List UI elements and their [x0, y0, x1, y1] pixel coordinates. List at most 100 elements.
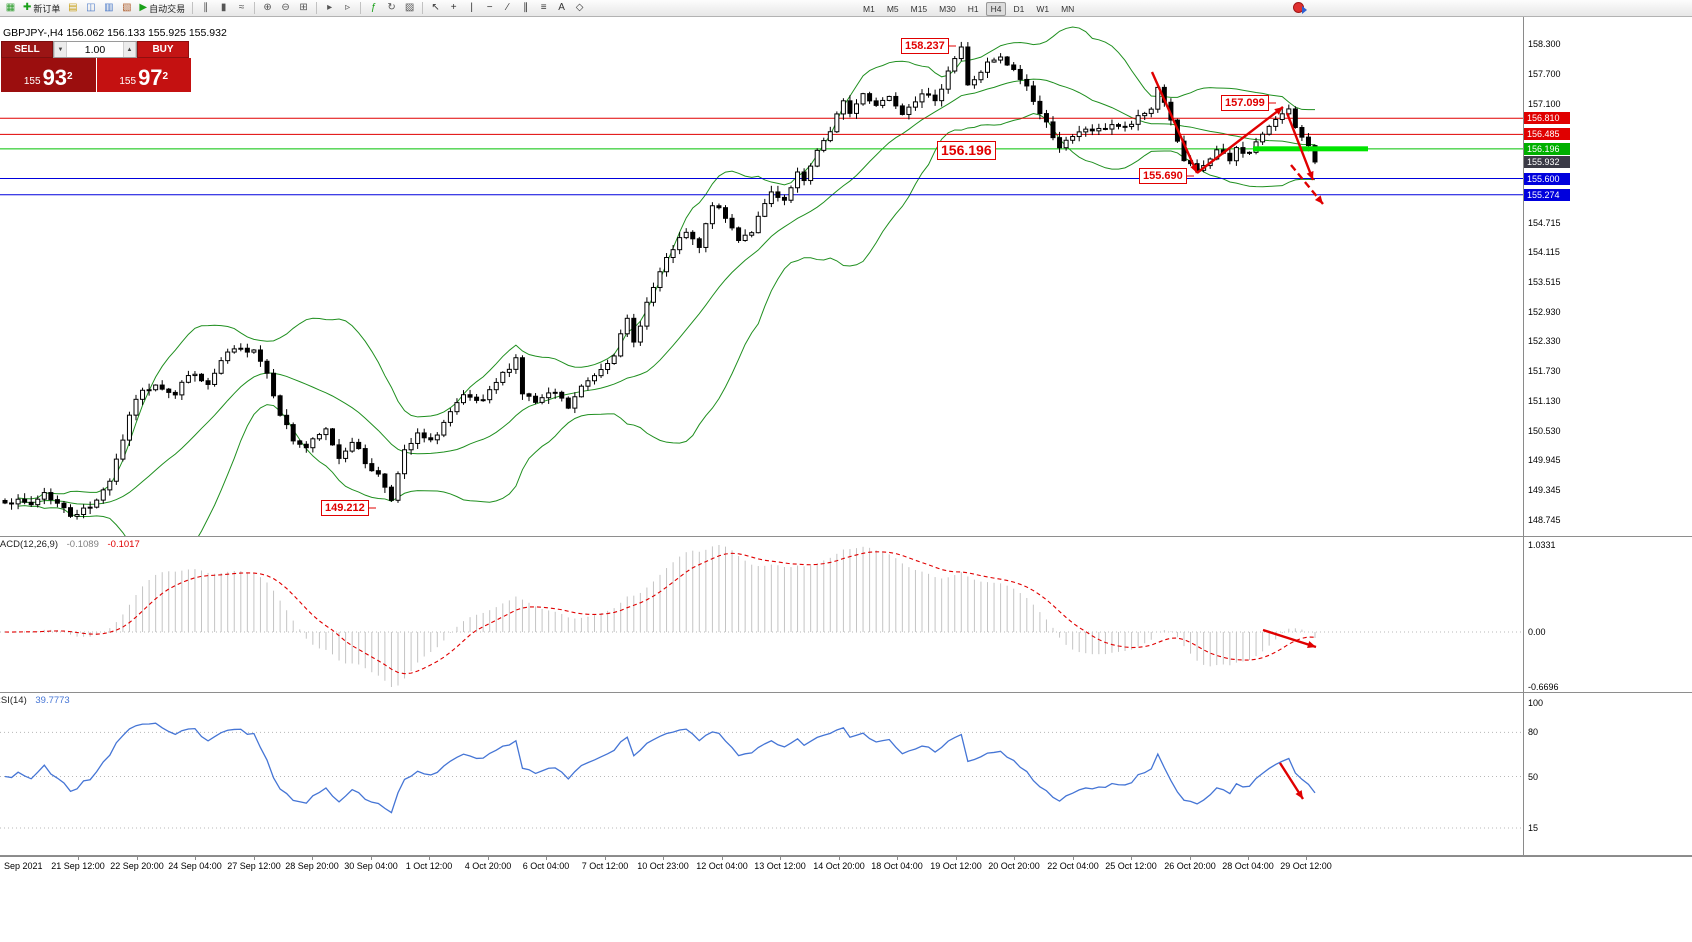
trendline-icon[interactable]: ∕: [499, 1, 516, 16]
new-order-button[interactable]: ✚ 新订单: [20, 1, 63, 16]
sell-price-display[interactable]: 155 93 2: [1, 58, 96, 92]
candlestick-chart-canvas[interactable]: [0, 17, 1692, 537]
time-axis-tick: [1248, 857, 1249, 860]
timeframe-button-m15[interactable]: M15: [906, 2, 933, 16]
trend-arrow[interactable]: [1285, 112, 1315, 181]
price-tick-label: 152.930: [1528, 306, 1561, 317]
horizontal-line-icon[interactable]: −: [481, 1, 498, 16]
macd-name: MACD(12,26,9): [0, 539, 58, 550]
toolbar-separator: [360, 2, 362, 14]
cursor-icon: ↖: [431, 2, 440, 13]
volume-input[interactable]: [67, 42, 123, 57]
time-axis-label: 27 Sep 12:00: [227, 861, 281, 871]
buy-price-pips: 97: [138, 65, 163, 90]
timeframe-button-h4[interactable]: H4: [985, 1, 1007, 16]
notifications-icon[interactable]: [1293, 2, 1315, 15]
indicators-icon[interactable]: ƒ: [365, 1, 382, 16]
trend-arrow[interactable]: [1262, 628, 1317, 649]
price-annotation[interactable]: 156.196: [937, 141, 996, 160]
trend-arrow[interactable]: [1196, 106, 1284, 174]
price-annotation[interactable]: 158.237: [901, 38, 949, 54]
timeframe-button-w1[interactable]: W1: [1031, 2, 1054, 16]
data-window-icon[interactable]: ▥: [100, 1, 117, 16]
buy-price-display[interactable]: 155 97 2: [96, 58, 191, 92]
zoom-out-icon[interactable]: ⊖: [277, 1, 294, 16]
toolbar-separator: [254, 2, 256, 14]
macd-signal-line: [4, 551, 1316, 675]
price-annotation[interactable]: 157.099: [1221, 95, 1269, 111]
price-tick-label: 158.300: [1528, 39, 1561, 49]
cursor-icon[interactable]: ↖: [427, 1, 444, 16]
time-axis-label: 12 Oct 04:00: [696, 861, 748, 871]
text-label-icon[interactable]: A: [553, 1, 570, 16]
bottom-spacer: [0, 874, 1692, 941]
buy-button[interactable]: BUY: [137, 41, 189, 58]
crosshair-icon[interactable]: +: [445, 1, 462, 16]
volume-increase-button[interactable]: ▲: [123, 42, 136, 57]
app-icon[interactable]: ▦: [2, 1, 19, 16]
candlestick-chart-icon[interactable]: ▮: [215, 1, 232, 16]
price-annotation[interactable]: 149.212: [321, 500, 369, 516]
time-axis[interactable]: Sep 2021 21 Sep 12:00 22 Sep 20:00 24 Sep 0…: [0, 856, 1692, 874]
app-icon: ▦: [5, 2, 16, 13]
time-axis-tick: [663, 857, 664, 860]
price-level-label: 156.810: [1524, 112, 1570, 125]
timeframe-button-d1[interactable]: D1: [1008, 2, 1029, 16]
rsi-value: 39.7773: [35, 695, 70, 706]
time-axis-tick: [1073, 857, 1074, 860]
time-axis-label: 14 Oct 20:00: [813, 861, 865, 871]
time-axis-tick: [429, 857, 430, 860]
trend-arrow[interactable]: [1290, 164, 1324, 205]
rsi-chart-canvas[interactable]: [0, 693, 1692, 856]
tile-windows-icon[interactable]: ⊞: [295, 1, 312, 16]
price-annotation[interactable]: 155.690: [1139, 168, 1187, 184]
toolbar-separator: [316, 2, 318, 14]
autotrading-button[interactable]: ▶ 自动交易: [136, 1, 188, 16]
bollinger-bands: [18, 26, 1316, 536]
market-watch-icon[interactable]: ◫: [82, 1, 99, 16]
trendline-icon: ∕: [506, 2, 509, 13]
time-axis-label: 26 Oct 20:00: [1164, 861, 1216, 871]
chart-shift-icon[interactable]: ▹: [339, 1, 356, 16]
timeframe-button-mn[interactable]: MN: [1056, 2, 1079, 16]
arrows-objects-icon[interactable]: ◇: [571, 1, 588, 16]
time-axis-tick: [312, 857, 313, 860]
terminal-icon[interactable]: ▧: [118, 1, 135, 16]
auto-scroll-icon[interactable]: ▸: [321, 1, 338, 16]
channel-icon[interactable]: ∥: [517, 1, 534, 16]
timeframe-button-h1[interactable]: H1: [963, 2, 984, 16]
sell-price-pips: 93: [42, 65, 68, 90]
channel-icon: ∥: [523, 2, 529, 13]
trend-arrow[interactable]: [1278, 762, 1305, 800]
templates-icon[interactable]: ▨: [401, 1, 418, 16]
price-tick-label: 154.715: [1528, 217, 1561, 228]
chart-profiles-icon[interactable]: ▤: [64, 1, 81, 16]
macd-chart-canvas[interactable]: [0, 537, 1692, 693]
time-axis-label: 1 Oct 12:00: [405, 861, 453, 871]
vertical-line-icon[interactable]: |: [463, 1, 480, 16]
bar-chart-icon[interactable]: ∥: [197, 1, 214, 16]
top-toolbar: ▦ ✚ 新订单 ▤ ◫ ▥ ▧ ▶ 自动交易 ∥ ▮ ≈ ⊕ ⊖ ⊞ ▸ ▹ ƒ ↻ ▨ ↖ + | − ∕ ∥ ≡ A ◇ M1 M5 M…: [0, 0, 1692, 17]
volume-decrease-button[interactable]: ▼: [54, 42, 67, 57]
fibonacci-icon[interactable]: ≡: [535, 1, 552, 16]
buy-price-fraction: 2: [162, 71, 169, 82]
price-level-label: 155.600: [1524, 172, 1570, 185]
timeframe-button-m1[interactable]: M1: [858, 2, 880, 16]
price-tick-label: 157.700: [1528, 68, 1561, 79]
zoom-in-icon[interactable]: ⊕: [259, 1, 276, 16]
green-line-object[interactable]: [1253, 146, 1368, 152]
periods-icon[interactable]: ↻: [383, 1, 400, 16]
trend-arrow[interactable]: [1150, 71, 1199, 174]
macd-histogram: [37, 545, 1316, 687]
price-axis-divider: [1523, 17, 1524, 536]
time-axis-tick: [956, 857, 957, 860]
timeframe-button-m5[interactable]: M5: [882, 2, 904, 16]
sell-button[interactable]: SELL: [1, 41, 53, 58]
rsi-scale-label: 80: [1528, 727, 1539, 738]
indicators-icon: ƒ: [370, 2, 377, 13]
toolbar-separator: [422, 2, 424, 14]
time-axis-label: 20 Oct 20:00: [988, 861, 1040, 871]
line-chart-icon[interactable]: ≈: [233, 1, 250, 16]
time-axis-label: 18 Oct 04:00: [871, 861, 923, 871]
timeframe-button-m30[interactable]: M30: [934, 2, 961, 16]
